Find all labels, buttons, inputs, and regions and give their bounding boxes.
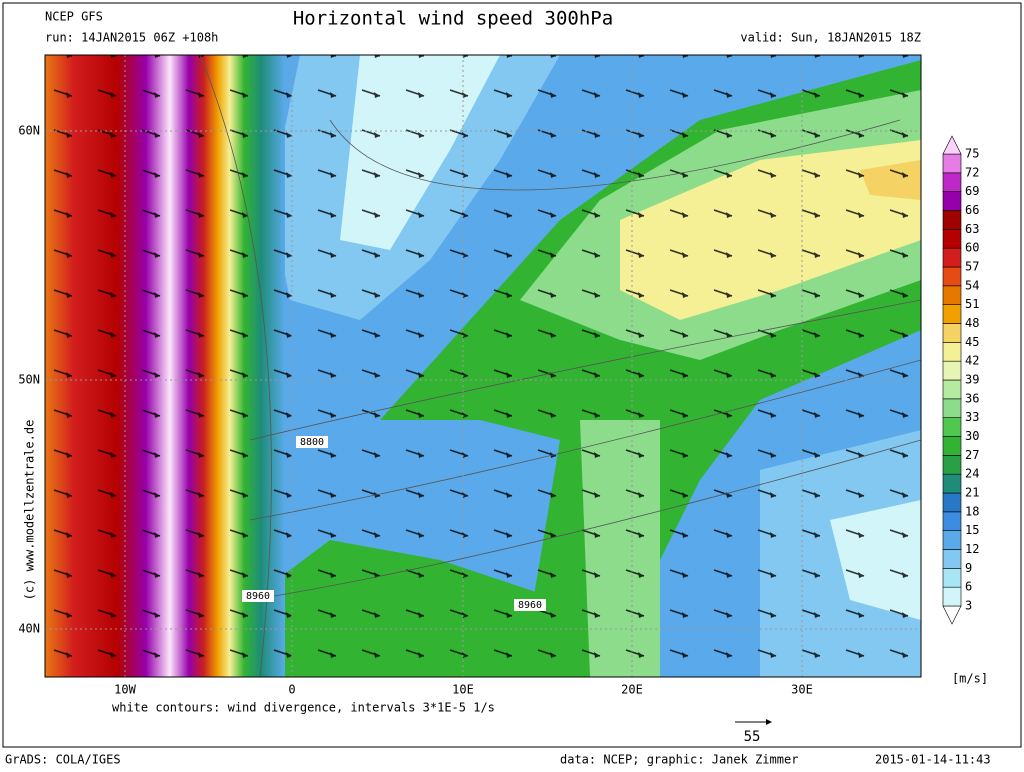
software: GrADS: COLA/IGES <box>5 753 121 767</box>
colorbar-box <box>942 360 962 381</box>
lat-label: 60N <box>18 124 40 138</box>
colorbar-box <box>942 342 962 362</box>
contour-label: 8800 <box>300 437 324 448</box>
colorbar-label: 33 <box>965 410 979 424</box>
colorbar-label: 63 <box>965 222 979 236</box>
colorbar-label: 24 <box>965 467 979 481</box>
timestamp: 2015-01-14-11:43 <box>875 753 991 767</box>
lat-label: 40N <box>18 622 40 636</box>
colorbar-box <box>942 191 962 211</box>
lon-label: 10W <box>114 683 136 697</box>
divergence-note: white contours: wind divergence, interva… <box>112 701 495 715</box>
colorbar-label: 72 <box>965 165 979 179</box>
colorbar-label: 45 <box>965 335 979 349</box>
colorbar-box <box>942 266 962 287</box>
lat-label: 50N <box>18 373 40 387</box>
colorbar-label: 9 <box>965 561 972 575</box>
colorbar-label: 48 <box>965 316 979 330</box>
contour-label-box <box>242 590 274 602</box>
contour-label-box <box>514 599 546 611</box>
copyright: (c) www.modellzentrale.de <box>23 420 37 601</box>
colorbar-label: 60 <box>965 241 979 255</box>
colorbar-box <box>942 323 962 343</box>
colorbar-box <box>942 417 962 437</box>
valid-time: valid: Sun, 18JAN2015 18Z <box>740 31 921 45</box>
colorbar-triangle <box>942 605 962 625</box>
colorbar-label: 54 <box>965 278 979 292</box>
colorbar-triangle <box>942 135 962 155</box>
colorbar-label: 30 <box>965 429 979 443</box>
credits: data: NCEP; graphic: Janek Zimmer <box>560 753 798 767</box>
colorbar-box <box>942 285 962 305</box>
colorbar-unit: [m/s] <box>952 672 988 686</box>
colorbar-box <box>942 549 962 569</box>
colorbar-label: 69 <box>965 184 979 198</box>
colorbar-label: 15 <box>965 523 979 537</box>
contour-label-box <box>296 436 328 448</box>
contour-label: 8960 <box>518 600 542 611</box>
colorbar-box <box>942 586 962 607</box>
colorbar-box <box>942 455 962 475</box>
reference-arrowhead <box>766 719 772 725</box>
colorbar-box <box>942 511 962 531</box>
colorbar-label: 75 <box>965 147 979 161</box>
colorbar-label: 6 <box>965 580 972 594</box>
colorbar-box <box>942 304 962 324</box>
map-frame <box>44 54 922 678</box>
lon-label: 20E <box>621 683 643 697</box>
colorbar-box <box>942 568 962 588</box>
title: Horizontal wind speed 300hPa <box>293 8 613 30</box>
colorbar-label: 66 <box>965 203 979 217</box>
lon-label: 0 <box>288 683 295 697</box>
outer-frame <box>2 2 1022 748</box>
wind-field <box>45 55 921 677</box>
colorbar-box <box>942 473 962 494</box>
colorbar-label: 36 <box>965 391 979 405</box>
colorbar-box <box>942 436 962 456</box>
colorbar-label: 12 <box>965 542 979 556</box>
vector-reference: 55 <box>744 729 761 745</box>
colorbar: 3691215182124273033363942454851545760636… <box>942 135 979 625</box>
colorbar-box <box>942 379 962 400</box>
colorbar-label: 39 <box>965 373 979 387</box>
colorbar-box <box>942 247 962 268</box>
colorbar-label: 51 <box>965 297 979 311</box>
colorbar-box <box>942 172 962 192</box>
contour-label: 8960 <box>246 591 270 602</box>
colorbar-label: 21 <box>965 486 979 500</box>
colorbar-box <box>942 530 962 550</box>
colorbar-box <box>942 229 962 249</box>
colorbar-label: 3 <box>965 599 972 613</box>
run-info: run: 14JAN2015 06Z +108h <box>45 31 218 45</box>
colorbar-label: 42 <box>965 354 979 368</box>
colorbar-label: 57 <box>965 260 979 274</box>
colorbar-box <box>942 492 962 513</box>
colorbar-box <box>942 153 962 174</box>
colorbar-box <box>942 210 962 230</box>
colorbar-box <box>942 398 962 418</box>
lon-label: 30E <box>791 683 813 697</box>
colorbar-label: 18 <box>965 504 979 518</box>
colorbar-label: 27 <box>965 448 979 462</box>
lon-label: 10E <box>452 683 474 697</box>
model-name: NCEP GFS <box>45 10 103 24</box>
